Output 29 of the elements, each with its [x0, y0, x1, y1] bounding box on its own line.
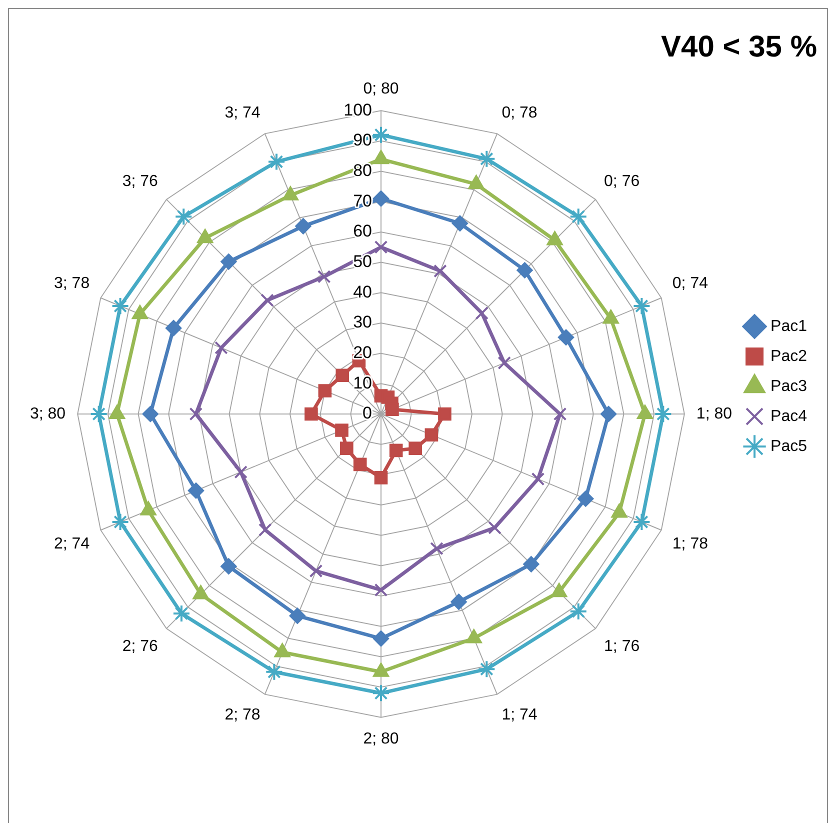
spoke-label: 3; 78 [54, 275, 90, 292]
y-tick-label: 100 [344, 100, 372, 120]
y-tick-label: 0 [362, 404, 372, 423]
spoke-label: 1; 80 [696, 405, 732, 422]
y-tick-label: 50 [353, 252, 372, 271]
spoke-label: 3; 76 [122, 172, 158, 190]
y-tick-label: 40 [353, 282, 372, 302]
legend-label: Pac3 [770, 378, 808, 395]
spoke-label: 2; 78 [224, 706, 260, 724]
spoke-label: 0; 78 [502, 104, 538, 122]
y-tick-label: 60 [353, 222, 372, 241]
spoke-label: 1; 78 [672, 536, 708, 553]
y-tick-label: 30 [353, 312, 372, 332]
y-tick-label: 10 [353, 373, 372, 392]
spoke-label: 3; 80 [30, 405, 66, 422]
spoke-label: 1; 76 [604, 638, 640, 656]
legend-label: Pac1 [770, 318, 808, 335]
legend-label: Pac2 [770, 348, 808, 365]
spoke-label: 0; 80 [363, 80, 399, 98]
spoke-label: 0; 76 [604, 172, 640, 190]
legend-label: Pac4 [770, 408, 808, 425]
spoke-label: 2; 80 [363, 730, 399, 748]
spoke-label: 1; 74 [502, 706, 538, 724]
spoke-label: 3; 74 [224, 104, 260, 122]
spoke-label: 2; 76 [122, 638, 158, 656]
legend-label: Pac5 [770, 438, 808, 455]
spoke-label: 2; 74 [54, 536, 90, 553]
chart-title: V40 < 35 % [661, 30, 817, 64]
spoke-label: 0; 74 [672, 275, 708, 292]
